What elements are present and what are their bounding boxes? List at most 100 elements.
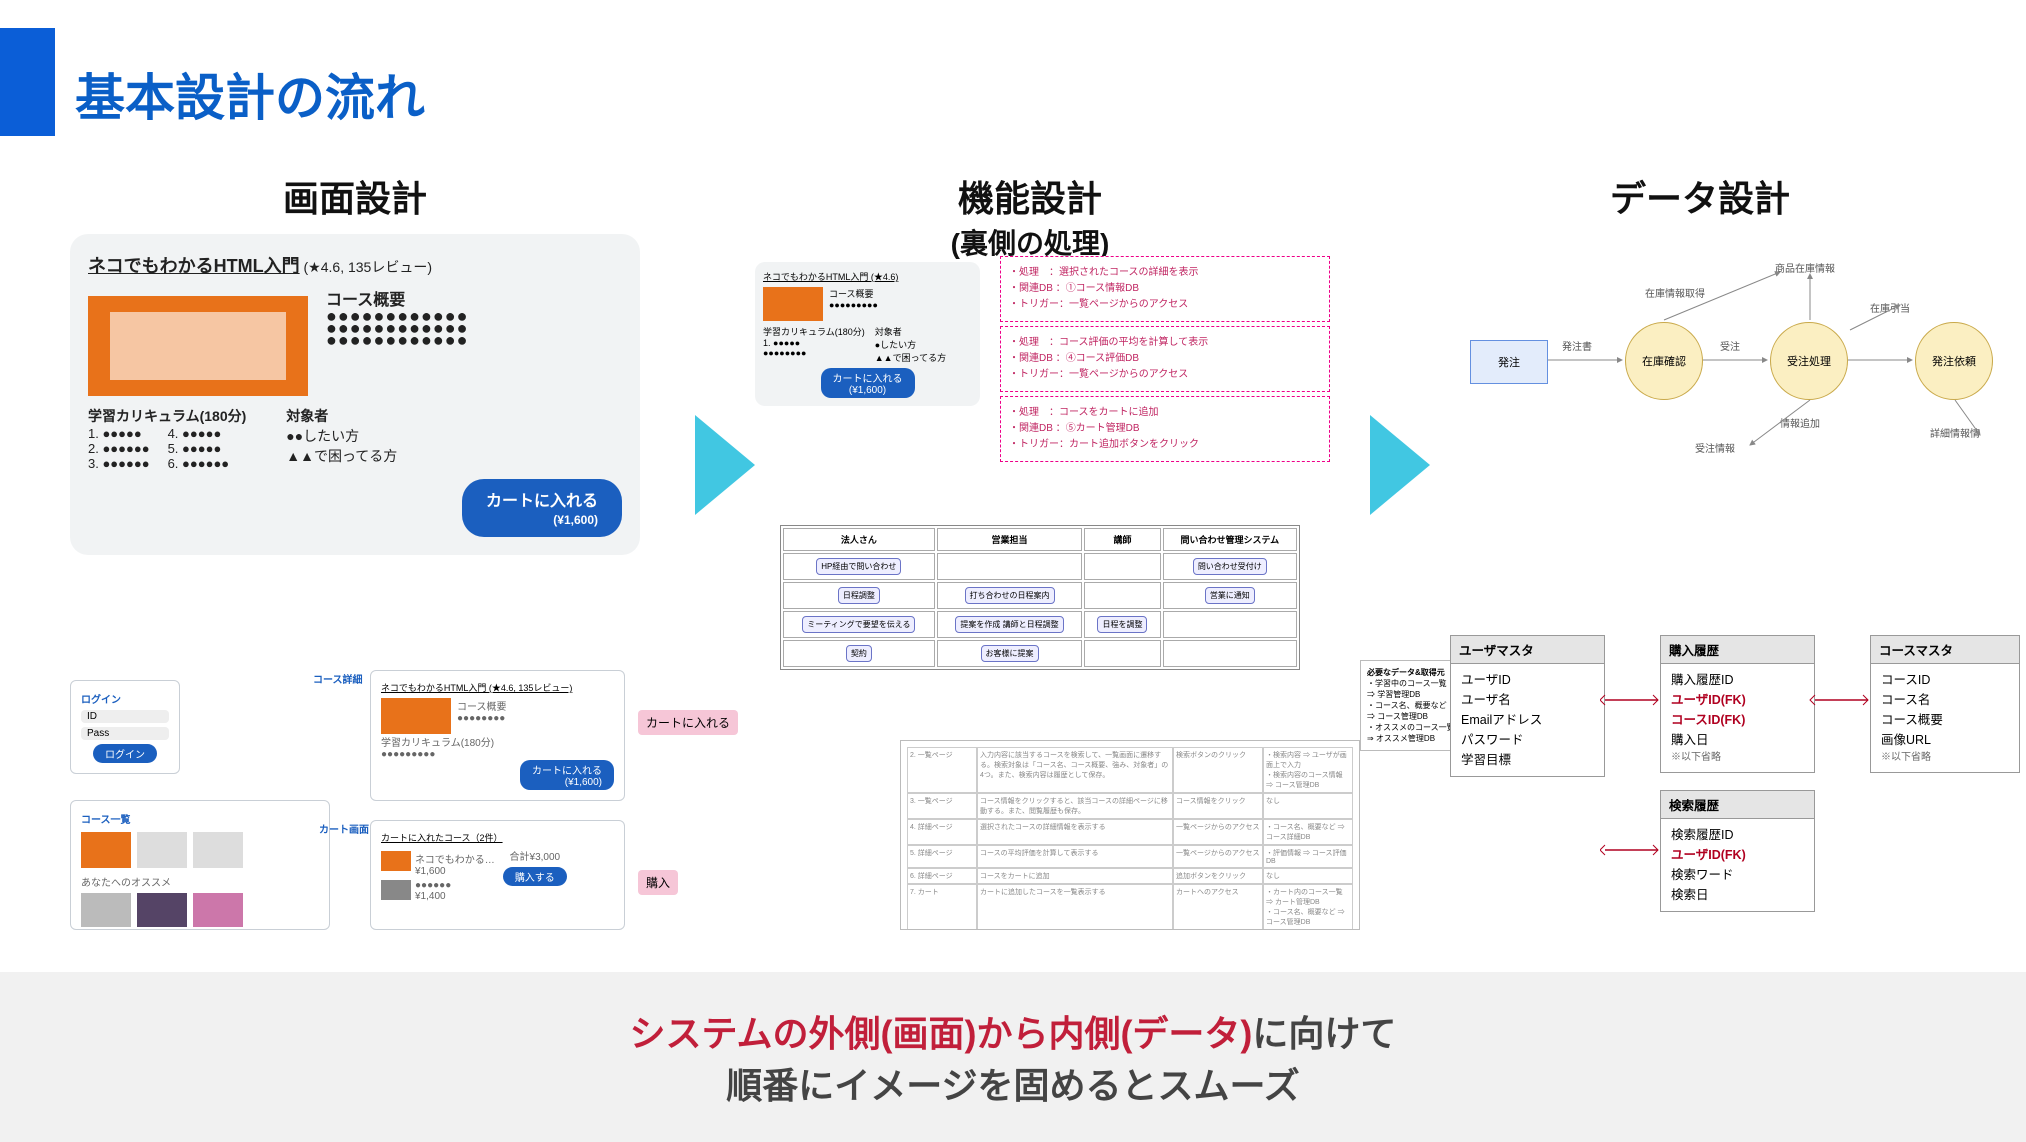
swim-head: 問い合わせ管理システム	[1163, 528, 1297, 551]
curr-item: 6. ●●●●●●	[168, 456, 230, 471]
erd-row: ※以下省略	[1881, 750, 2009, 766]
footer-rest: に向けて	[1252, 1013, 1396, 1054]
func-boxes: ・処理 ：選択されたコースの詳細を表示 ・関連DB ：①コース情報DB ・トリガ…	[1000, 256, 1330, 462]
swim-act: 契約	[846, 645, 872, 662]
col2-title: 機能設計	[750, 170, 1310, 222]
erd-user: ユーザマスタ ユーザID ユーザ名 Emailアドレス パスワード 学習目標	[1450, 635, 1605, 777]
wire-login-label: ログイン	[81, 691, 169, 706]
fcc-overview: コース概要	[829, 287, 878, 300]
target-item: ●●したい方	[286, 426, 397, 446]
erd-lines	[1600, 660, 1880, 910]
detail-title: ネコでもわかるHTML入門 (★4.6, 135レビュー)	[381, 681, 614, 694]
thumb	[137, 832, 187, 868]
course-card: ネコでもわかるHTML入門 (★4.6, 135レビュー) コース概要 ●●●●…	[70, 234, 640, 555]
erd-course-title: コースマスタ	[1871, 636, 2019, 664]
fcc-t1: ●したい方	[875, 338, 946, 351]
func-box-1: ・処理 ：選択されたコースの詳細を表示 ・関連DB ：①コース情報DB ・トリガ…	[1000, 256, 1330, 322]
thumb	[81, 893, 131, 927]
detail-cart-btn[interactable]: カートに入れる(¥1,600)	[520, 760, 614, 790]
course-hero-image	[88, 296, 308, 396]
footer-highlight: システムの外側(画面)から内側(データ)	[630, 1013, 1253, 1054]
func-course-card: ネコでもわかるHTML入門 (★4.6) コース概要 ●●●●●●●●● 学習カ…	[755, 262, 980, 406]
page-title: 基本設計の流れ	[75, 58, 425, 130]
fcc-target: 対象者	[875, 325, 946, 338]
footer-callout: システムの外側(画面)から内側(データ)に向けて 順番にイメージを固めるとスムー…	[0, 972, 2026, 1142]
target-item: ▲▲で困ってる方	[286, 446, 397, 466]
course-title: ネコでもわかるHTML入門	[88, 256, 300, 276]
curr-item: 2. ●●●●●●	[88, 441, 150, 456]
col1-title: 画面設計	[70, 170, 640, 222]
erd-row: 画像URL	[1881, 730, 2009, 750]
fcc-cart[interactable]: カートに入れる(¥1,600)	[821, 368, 915, 398]
login-button[interactable]: ログイン	[93, 744, 157, 763]
wire-course-detail: コース詳細 ネコでもわかるHTML入門 (★4.6, 135レビュー) コース概…	[370, 670, 625, 801]
column-data-design: データ設計	[1420, 170, 1980, 222]
swim-act: HP経由で問い合わせ	[816, 558, 901, 575]
id-field[interactable]: ID	[81, 710, 169, 723]
detail-overview: コース概要●●●●●●●●	[457, 698, 507, 734]
curr-item: 3. ●●●●●●	[88, 456, 150, 471]
erd-user-title: ユーザマスタ	[1451, 636, 1604, 664]
overview-dots: ●●●●●●●●●●●●●●●●●●●●●●●●●●●●●●●●●●●●	[326, 310, 468, 346]
footer-line2: 順番にイメージを固めるとスムーズ	[726, 1057, 1299, 1109]
fcc-t2: ▲▲で困ってる方	[875, 351, 946, 364]
thumb	[137, 893, 187, 927]
func-box-2: ・処理 ：コース評価の平均を計算して表示 ・関連DB ：④コース評価DB ・トリ…	[1000, 326, 1330, 392]
column-screen-design: 画面設計 ネコでもわかるHTML入門 (★4.6, 135レビュー) コース概要…	[70, 170, 640, 555]
fcc-curr: 学習カリキュラム(180分)	[763, 325, 865, 338]
erd-row: ユーザ名	[1461, 690, 1594, 710]
wire-course-list: コース一覧 あなたへのオススメ	[70, 800, 330, 930]
erd-row: ユーザID	[1461, 670, 1594, 690]
erd-row: パスワード	[1461, 730, 1594, 750]
detail-hero	[381, 698, 451, 734]
curriculum-label: 学習カリキュラム(180分)	[88, 406, 246, 426]
wire-login: ログイン ID Pass ログイン	[70, 680, 180, 774]
course-list-label: コース一覧	[81, 811, 319, 826]
fcc-title: ネコでもわかるHTML入門 (★4.6)	[763, 270, 972, 283]
swim-head: 法人さん	[783, 528, 935, 551]
swim-head: 講師	[1084, 528, 1160, 551]
swim-act: お客様に提案	[981, 645, 1039, 662]
erd-course: コースマスタ コースID コース名 コース概要 画像URL ※以下省略	[1870, 635, 2020, 773]
curr-item: 4. ●●●●●	[168, 426, 230, 441]
curr-item: 5. ●●●●●	[168, 441, 230, 456]
target-label: 対象者	[286, 406, 397, 426]
accent-bar	[0, 28, 55, 136]
spec-table: 2. 一覧ページ入力内容に該当するコースを検索して、一覧画面に遷移する。検索対象…	[900, 740, 1360, 930]
pink-buy: 購入	[638, 870, 678, 895]
swim-act: 問い合わせ受付け	[1193, 558, 1267, 575]
data-flow-diagram: 発注 在庫確認 受注処理 発注依頼 発注書 受注 商品在庫情報 在庫情報取得 在…	[1470, 260, 2000, 460]
erd-row: コース名	[1881, 690, 2009, 710]
col3-title: データ設計	[1420, 170, 1980, 222]
checkout-button[interactable]: 購入する	[503, 867, 567, 886]
arrow-icon	[695, 415, 755, 515]
course-detail-label: コース詳細	[313, 671, 363, 686]
swim-act: 提案を作成 講師と日程調整	[955, 616, 1063, 633]
add-to-cart-button[interactable]: カートに入れる (¥1,600)	[462, 479, 622, 537]
fcc-hero	[763, 287, 823, 321]
thumb	[81, 832, 131, 868]
curr-item: 1. ●●●●●	[88, 426, 150, 441]
detail-curriculum: 学習カリキュラム(180分)●●●●●●●●●	[381, 734, 614, 760]
func-box-3: ・処理 ：コースをカートに追加 ・関連DB ：⑤カート管理DB ・トリガー：カー…	[1000, 396, 1330, 462]
pass-field[interactable]: Pass	[81, 727, 169, 740]
thumb	[193, 893, 243, 927]
pink-add-to-cart: カートに入れる	[638, 710, 738, 735]
swim-act: 営業に通知	[1205, 587, 1255, 604]
cart-title: カートに入れたコース（2件）	[381, 831, 614, 844]
cart-total: 合計¥3,000	[503, 848, 567, 863]
cart-page-label: カート画面	[319, 821, 369, 836]
cart-btn-label: カートに入れる	[486, 493, 598, 510]
swim-act: 日程調整	[838, 587, 880, 604]
swim-head: 営業担当	[937, 528, 1083, 551]
cart-btn-price: (¥1,600)	[553, 513, 598, 527]
erd-row: 学習目標	[1461, 750, 1594, 770]
course-rating: (★4.6, 135レビュー)	[304, 259, 432, 275]
swimlane-table: 法人さん 営業担当 講師 問い合わせ管理システム HP経由で問い合わせ 問い合わせ…	[780, 525, 1300, 670]
arrow-icon	[1370, 415, 1430, 515]
column-function-design: 機能設計 (裏側の処理)	[750, 170, 1310, 262]
swim-act: 日程を調整	[1097, 616, 1147, 633]
wire-cart: カート画面 カートに入れたコース（2件） ネコでもわかる…¥1,600 ●●●●…	[370, 820, 625, 930]
swim-act: 打ち合わせの日程案内	[965, 587, 1055, 604]
erd-row: コース概要	[1881, 710, 2009, 730]
